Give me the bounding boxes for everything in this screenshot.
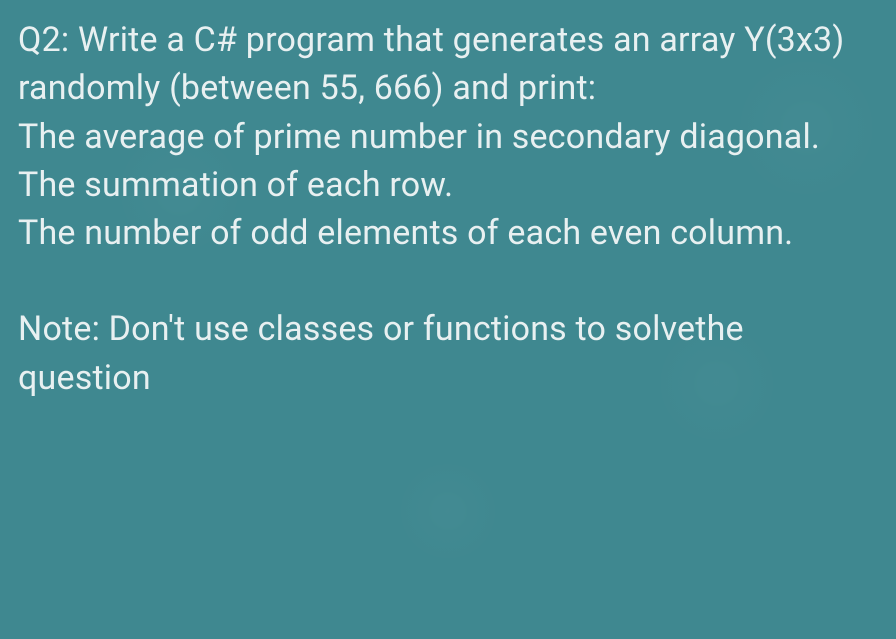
question-note: Note: Don't use classes or functions to …	[18, 305, 878, 402]
question-text-block: Q2: Write a C# program that generates an…	[18, 16, 878, 402]
question-point-2: The summation of each row.	[18, 161, 878, 209]
question-point-3: The number of odd elements of each even …	[18, 209, 878, 257]
question-point-1: The average of prime number in secondary…	[18, 113, 878, 161]
paragraph-spacer	[18, 257, 878, 305]
question-intro: Q2: Write a C# program that generates an…	[18, 16, 878, 113]
